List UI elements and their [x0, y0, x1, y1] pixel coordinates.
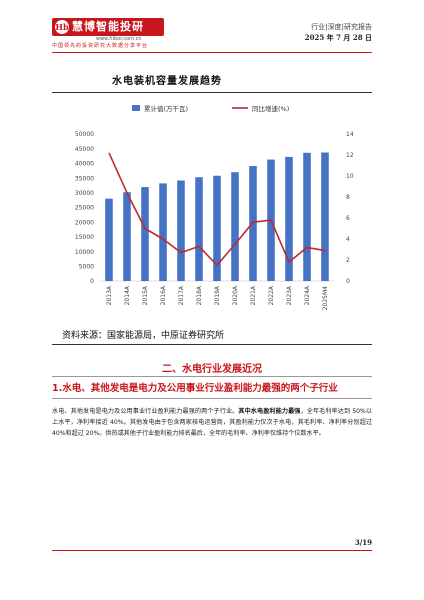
right-tick-label: 0: [346, 278, 350, 285]
bar-capacity: [123, 192, 131, 281]
subsection-title: 1.水电、其他发电是电力及公用事业行业盈利能力最强的两个子行业: [52, 383, 338, 394]
legend-bar-swatch: [132, 105, 140, 111]
source-rule: [52, 344, 372, 345]
bar-capacity: [105, 198, 113, 281]
report-date: 2025 年 7 月 28 日: [304, 33, 372, 42]
left-tick-label: 25000: [75, 205, 94, 212]
category-label: 2022A: [268, 285, 275, 305]
left-tick-label: 15000: [75, 234, 94, 241]
chart-title: 水电装机容量发展趋势: [112, 76, 222, 87]
logo-text: 慧博智能投研: [72, 20, 144, 33]
left-tick-label: 20000: [75, 219, 94, 226]
para-text-2: ，全年毛利率达到 50%以上水平，净利率接近 40%。其他发电由于包含两家核电运…: [52, 408, 373, 437]
bar-capacity: [231, 172, 239, 281]
category-label: 2018A: [196, 285, 203, 305]
bar-capacity: [213, 175, 221, 281]
bar-capacity: [177, 180, 185, 281]
category-label: 2020A: [232, 285, 239, 305]
para-bold: 其中水电盈利能力最强: [238, 408, 301, 415]
category-label: 2024A: [304, 285, 311, 305]
left-tick-label: 30000: [75, 190, 94, 197]
bar-capacity: [321, 152, 329, 281]
right-tick-label: 10: [346, 173, 354, 180]
left-tick-label: 5000: [79, 264, 94, 271]
logo-url: www.hibor.com.cn: [96, 36, 142, 42]
category-label: 2025M4: [322, 286, 329, 310]
para-text-1: 水电、其他发电是电力及公用事业行业盈利能力最强的两个子行业。: [52, 408, 239, 415]
left-tick-label: 35000: [75, 175, 94, 182]
bar-capacity: [285, 156, 293, 281]
category-label: 2017A: [178, 285, 185, 305]
left-tick-label: 45000: [75, 146, 94, 153]
section-title: 二、水电行业发展近况: [162, 364, 262, 375]
legend-label-bar: 累计值(万千瓦): [144, 104, 188, 113]
figure-source: 资料来源：国家能源局，中原证券研究所: [62, 331, 225, 341]
chart-top-rule: [52, 92, 372, 93]
subsection-rule: [52, 398, 372, 399]
header-divider: [52, 52, 372, 53]
left-tick-label: 10000: [75, 249, 94, 256]
category-label: 2013A: [106, 285, 113, 305]
left-tick-label: 0: [90, 278, 94, 285]
category-label: 2016A: [160, 285, 167, 305]
footer-rule: [52, 550, 372, 551]
left-tick-label: 40000: [75, 161, 94, 168]
bar-capacity: [159, 183, 167, 281]
bar-capacity: [249, 166, 257, 281]
right-tick-label: 4: [346, 236, 350, 243]
left-tick-label: 50000: [75, 131, 94, 138]
right-tick-label: 12: [346, 152, 354, 159]
bar-capacity: [303, 152, 311, 281]
section-rule: [52, 376, 372, 377]
bar-capacity: [195, 177, 203, 281]
page-number: 3/19: [354, 538, 372, 547]
body-paragraph: 水电、其他发电是电力及公用事业行业盈利能力最强的两个子行业。其中水电盈利能力最强…: [52, 406, 372, 439]
page-header: Hb 慧博智能投研 www.hibor.com.cn 中国领先的投资研究大数据分…: [0, 0, 424, 56]
category-label: 2023A: [286, 285, 293, 305]
category-label: 2019A: [214, 285, 221, 305]
right-tick-label: 2: [346, 257, 350, 264]
category-label: 2021A: [250, 285, 257, 305]
legend-label-line: 同比增速(%): [252, 104, 289, 113]
category-label: 2014A: [124, 285, 131, 305]
logo-mark-icon: Hb: [55, 20, 69, 34]
logo-slogan: 中国领先的投资研究大数据分享平台: [52, 43, 149, 49]
bar-capacity: [141, 187, 149, 281]
capacity-chart: 累计值(万千瓦) 同比增速(%)0500010000150002000025000…: [75, 104, 354, 310]
right-tick-label: 6: [346, 215, 350, 222]
report-category: 行业|深度|研究报告: [311, 23, 372, 31]
right-tick-label: 8: [346, 194, 350, 201]
header-meta: 行业|深度|研究报告 2025 年 7 月 28 日: [305, 22, 372, 43]
category-label: 2015A: [142, 285, 149, 305]
right-tick-label: 14: [346, 131, 354, 138]
brand-logo[interactable]: Hb 慧博智能投研: [52, 18, 164, 36]
